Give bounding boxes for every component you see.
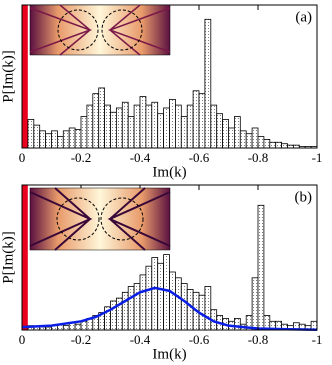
x-tick-label: -0.8 [248,332,269,347]
bar [121,101,129,149]
panel-label: (b) [295,189,313,205]
bar [169,98,176,149]
bar [92,93,100,149]
x-tick-label: -0.4 [130,332,151,347]
bar [192,90,200,149]
x-tick-label: -0.2 [71,150,92,165]
panel-label: (a) [295,9,312,25]
bar [157,113,164,149]
y-axis-label: P[Im(k)] [0,231,16,284]
bar [68,127,76,149]
bar [45,133,52,149]
bar [86,104,94,149]
bar [139,96,147,149]
bar [180,283,188,331]
bar [104,104,111,149]
bar [127,116,135,149]
bar [233,317,241,331]
bar [80,116,88,149]
bar [116,107,123,149]
bar [186,104,194,149]
bar [33,124,41,149]
bar [151,101,159,149]
bar [151,257,159,331]
bar [239,130,247,149]
bar [233,116,241,149]
bar [133,104,141,149]
bar [51,130,58,149]
bar [198,93,206,149]
x-tick-label: 0 [19,332,26,347]
x-tick-label: 0 [19,150,26,165]
bar [216,113,223,149]
bar [257,204,265,331]
bar [163,254,170,331]
axes-frame [21,184,318,331]
bar [204,286,212,331]
bar [174,104,182,149]
highlight-bar [22,184,28,331]
bar [228,127,235,149]
bar [80,320,88,331]
bar [204,18,212,149]
bar [74,129,82,149]
bar [62,325,70,331]
x-tick-label: -0.6 [189,332,210,347]
inset-image [29,187,171,251]
highlight-bar [22,4,28,149]
bar [251,127,259,149]
bar [157,262,164,331]
bar [210,104,218,149]
bar [62,130,70,149]
x-tick-label: -0.8 [248,150,269,165]
inset-image [29,4,171,56]
bar [121,291,129,331]
x-axis-label: Im(k) [152,164,186,180]
bar [139,274,147,331]
x-tick-label: -0.4 [130,150,151,165]
y-axis-label: P[Im(k)] [0,50,16,103]
bar [186,288,194,331]
bar [169,271,176,331]
bar [145,265,153,331]
bar [174,277,182,331]
bar [163,107,170,149]
bar [57,136,64,149]
bar [127,286,135,331]
bar [180,116,188,149]
bar [263,139,271,149]
bar [145,104,153,149]
bar [257,136,265,149]
bar [275,141,283,149]
x-tick-label: -0.2 [71,332,92,347]
x-tick-label: -1 [312,332,323,347]
bar [39,130,47,149]
bar [281,143,288,149]
bar [98,87,105,149]
bar [269,141,277,149]
fit-curve [21,286,318,331]
x-tick-label: -1 [312,150,323,165]
bar [222,119,229,149]
bar [110,111,117,149]
bar [251,277,259,331]
x-axis-label: Im(k) [152,346,186,362]
bar [245,133,253,149]
bar [27,119,35,149]
bar [74,323,82,331]
x-tick-label: -0.6 [189,150,210,165]
bar [133,283,141,331]
